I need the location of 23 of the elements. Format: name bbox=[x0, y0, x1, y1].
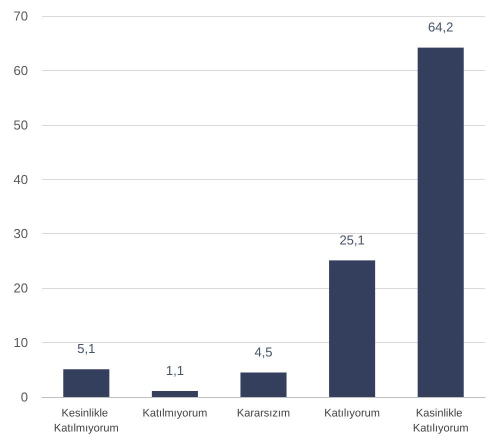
x-tick-label: Kesinlikle Katılmıyorum bbox=[54, 408, 119, 434]
y-tick-label: 20 bbox=[14, 280, 28, 296]
data-label: 4,5 bbox=[254, 344, 273, 360]
x-tick-label: Kasinlikle Katılıyorum bbox=[412, 408, 469, 434]
bar bbox=[240, 372, 287, 397]
y-tick-label: 0 bbox=[20, 390, 28, 404]
x-tick-label: Katılıyorum bbox=[324, 408, 380, 420]
y-tick-label: 30 bbox=[14, 226, 28, 242]
x-tick-label: Kararsızım bbox=[236, 408, 290, 420]
bar bbox=[329, 260, 376, 397]
x-tick-label: Katılmıyorum bbox=[142, 408, 208, 420]
y-tick-label: 60 bbox=[14, 62, 28, 78]
y-tick-label: 10 bbox=[14, 335, 28, 350]
y-tick-label: 70 bbox=[14, 8, 28, 24]
bar bbox=[152, 391, 198, 397]
bar bbox=[63, 369, 110, 397]
data-label: 5,1 bbox=[77, 341, 96, 356]
bar bbox=[418, 48, 464, 397]
y-tick-label: 40 bbox=[14, 172, 28, 187]
data-label: 1,1 bbox=[166, 363, 184, 378]
y-tick-label: 50 bbox=[14, 117, 28, 132]
data-label: 64,2 bbox=[428, 20, 454, 35]
data-label: 25,1 bbox=[339, 232, 365, 248]
